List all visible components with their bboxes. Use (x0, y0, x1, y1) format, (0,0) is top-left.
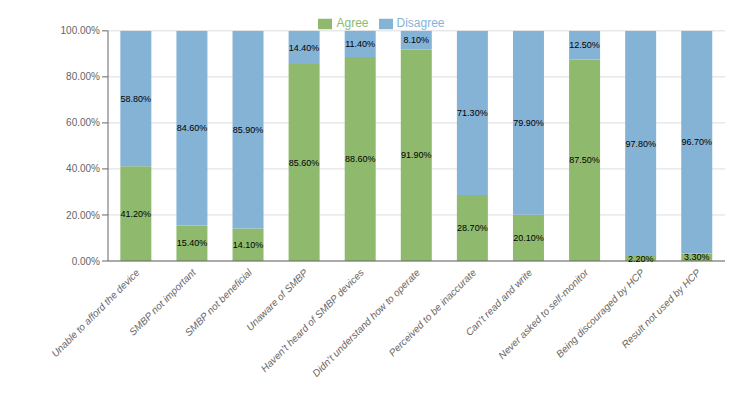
svg-text:71.30%: 71.30% (457, 108, 488, 118)
svg-text:100.00%: 100.00% (61, 25, 101, 36)
svg-text:14.40%: 14.40% (289, 43, 320, 53)
svg-text:Haven’t heard of SMBP devices: Haven’t heard of SMBP devices (259, 267, 366, 374)
svg-text:Didn’t understand how to opera: Didn’t understand how to operate (310, 267, 422, 379)
svg-text:11.40%: 11.40% (345, 39, 375, 49)
svg-text:28.70%: 28.70% (457, 223, 488, 233)
svg-text:79.90%: 79.90% (513, 118, 544, 128)
svg-text:8.10%: 8.10% (404, 35, 430, 45)
svg-text:14.10%: 14.10% (233, 240, 264, 250)
svg-text:85.90%: 85.90% (233, 125, 264, 135)
svg-text:96.70%: 96.70% (681, 137, 712, 147)
svg-text:Never asked to self-monitor: Never asked to self-monitor (496, 266, 591, 361)
svg-text:40.00%: 40.00% (66, 163, 100, 174)
svg-text:88.60%: 88.60% (345, 154, 376, 164)
svg-text:84.60%: 84.60% (177, 123, 208, 133)
svg-text:20.10%: 20.10% (513, 233, 544, 243)
svg-text:91.90%: 91.90% (401, 150, 432, 160)
svg-text:Unaware of SMBP: Unaware of SMBP (244, 267, 310, 333)
svg-text:Perceived to be inaccurate: Perceived to be inaccurate (387, 267, 479, 359)
svg-text:80.00%: 80.00% (66, 71, 100, 82)
svg-text:Unable to afford the device: Unable to afford the device (49, 267, 142, 360)
svg-text:60.00%: 60.00% (66, 117, 100, 128)
svg-text:SMBP not beneficial: SMBP not beneficial (183, 266, 255, 338)
svg-text:3.30%: 3.30% (684, 252, 710, 262)
html-text:Disagree: Disagree (396, 16, 445, 30)
svg-text:2.20%: 2.20% (628, 254, 654, 264)
svg-text:15.40%: 15.40% (177, 238, 208, 248)
svg-text:58.80%: 58.80% (121, 94, 152, 104)
svg-text:20.00%: 20.00% (66, 210, 100, 221)
svg-text:41.20%: 41.20% (121, 209, 152, 219)
svg-text:87.50%: 87.50% (569, 155, 600, 165)
svg-text:97.80%: 97.80% (625, 139, 656, 149)
svg-text:12.50%: 12.50% (569, 40, 600, 50)
svg-text:SMBP not important: SMBP not important (127, 266, 198, 338)
svg-text:Can’t read and write: Can’t read and write (463, 266, 535, 338)
svg-text:Being discouraged by HCP: Being discouraged by HCP (554, 267, 647, 360)
svg-text:85.60%: 85.60% (289, 158, 320, 168)
svg-text:0.00%: 0.00% (72, 256, 100, 267)
html-text:Agree: Agree (336, 16, 369, 30)
svg-text:Result not used by HCP: Result not used by HCP (619, 267, 702, 350)
